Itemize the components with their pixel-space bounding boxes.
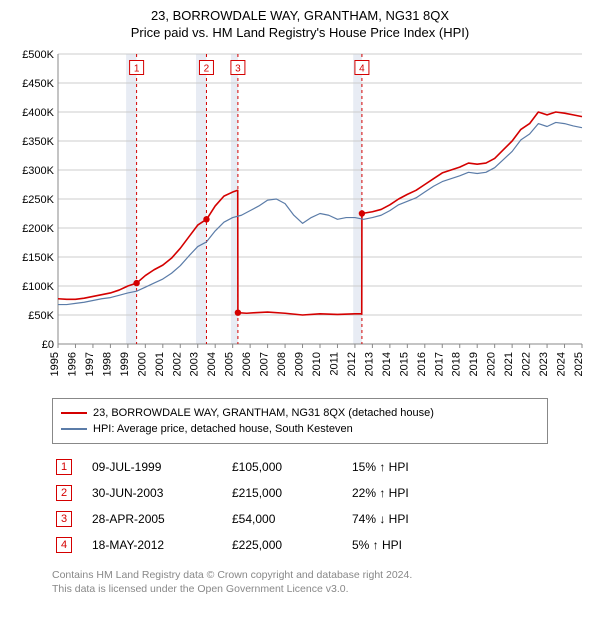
svg-text:£150K: £150K bbox=[22, 252, 54, 264]
transactions-table: 1 09-JUL-1999£105,00015% ↑ HPI 2 30-JUN-200… bbox=[52, 454, 548, 558]
table-row: 4 18-MAY-2012£225,0005% ↑ HPI bbox=[52, 532, 548, 558]
legend-swatch bbox=[61, 412, 87, 414]
svg-text:4: 4 bbox=[359, 64, 365, 75]
svg-text:2021: 2021 bbox=[503, 352, 515, 376]
legend-row: HPI: Average price, detached house, Sout… bbox=[61, 421, 539, 437]
svg-text:£500K: £500K bbox=[22, 49, 54, 61]
legend-label: HPI: Average price, detached house, Sout… bbox=[93, 423, 353, 435]
transaction-price: £54,000 bbox=[228, 506, 348, 532]
legend-swatch bbox=[61, 428, 87, 430]
svg-text:2011: 2011 bbox=[328, 352, 340, 376]
svg-text:2014: 2014 bbox=[381, 352, 393, 376]
chart-title: 23, BORROWDALE WAY, GRANTHAM, NG31 8QX bbox=[12, 8, 588, 23]
transaction-marker: 4 bbox=[56, 537, 72, 553]
legend-label: 23, BORROWDALE WAY, GRANTHAM, NG31 8QX (… bbox=[93, 407, 434, 419]
svg-text:2013: 2013 bbox=[363, 352, 375, 376]
table-row: 1 09-JUL-1999£105,00015% ↑ HPI bbox=[52, 454, 548, 480]
svg-text:2003: 2003 bbox=[189, 352, 201, 376]
transaction-marker: 1 bbox=[56, 459, 72, 475]
svg-text:1995: 1995 bbox=[49, 352, 61, 376]
svg-text:2010: 2010 bbox=[311, 352, 323, 376]
svg-text:2005: 2005 bbox=[224, 352, 236, 376]
svg-text:£50K: £50K bbox=[28, 310, 54, 322]
legend-box: 23, BORROWDALE WAY, GRANTHAM, NG31 8QX (… bbox=[52, 398, 548, 444]
svg-text:2022: 2022 bbox=[521, 352, 533, 376]
svg-text:1998: 1998 bbox=[101, 352, 113, 376]
svg-text:2: 2 bbox=[204, 64, 210, 75]
transaction-price: £225,000 bbox=[228, 532, 348, 558]
transaction-delta: 74% ↓ HPI bbox=[348, 506, 548, 532]
chart-plot-area: £0 £50K £100K £150K £200K £250K £300K £350K £400… bbox=[12, 48, 588, 388]
svg-text:2001: 2001 bbox=[154, 352, 166, 376]
transaction-delta: 15% ↑ HPI bbox=[348, 454, 548, 480]
svg-text:2002: 2002 bbox=[171, 352, 183, 376]
attribution-line: Contains HM Land Registry data © Crown c… bbox=[52, 568, 548, 582]
svg-text:2007: 2007 bbox=[259, 352, 271, 376]
legend-row: 23, BORROWDALE WAY, GRANTHAM, NG31 8QX (… bbox=[61, 405, 539, 421]
svg-text:3: 3 bbox=[235, 64, 241, 75]
transaction-marker: 2 bbox=[56, 485, 72, 501]
transaction-marker: 3 bbox=[56, 511, 72, 527]
svg-text:£450K: £450K bbox=[22, 78, 54, 90]
svg-text:1996: 1996 bbox=[66, 352, 78, 376]
attribution-line: This data is licensed under the Open Gov… bbox=[52, 582, 548, 596]
svg-text:£0: £0 bbox=[42, 339, 54, 351]
svg-text:2012: 2012 bbox=[346, 352, 358, 376]
table-row: 2 30-JUN-2003£215,00022% ↑ HPI bbox=[52, 480, 548, 506]
svg-text:2025: 2025 bbox=[573, 352, 585, 376]
transaction-delta: 5% ↑ HPI bbox=[348, 532, 548, 558]
svg-text:2004: 2004 bbox=[206, 352, 218, 376]
svg-text:2009: 2009 bbox=[294, 352, 306, 376]
attribution-text: Contains HM Land Registry data © Crown c… bbox=[52, 568, 548, 596]
svg-text:2023: 2023 bbox=[538, 352, 550, 376]
svg-text:£200K: £200K bbox=[22, 223, 54, 235]
svg-text:2008: 2008 bbox=[276, 352, 288, 376]
chart-subtitle: Price paid vs. HM Land Registry's House … bbox=[12, 25, 588, 40]
svg-text:£300K: £300K bbox=[22, 165, 54, 177]
transaction-date: 09-JUL-1999 bbox=[88, 454, 228, 480]
transaction-date: 30-JUN-2003 bbox=[88, 480, 228, 506]
svg-text:2006: 2006 bbox=[241, 352, 253, 376]
svg-text:£400K: £400K bbox=[22, 107, 54, 119]
transaction-price: £105,000 bbox=[228, 454, 348, 480]
svg-text:2019: 2019 bbox=[468, 352, 480, 376]
transaction-price: £215,000 bbox=[228, 480, 348, 506]
svg-text:1997: 1997 bbox=[84, 352, 96, 376]
svg-text:1999: 1999 bbox=[119, 352, 131, 376]
svg-text:2024: 2024 bbox=[556, 352, 568, 376]
svg-text:1: 1 bbox=[134, 64, 140, 75]
transaction-date: 28-APR-2005 bbox=[88, 506, 228, 532]
line-chart-svg: £0 £50K £100K £150K £200K £250K £300K £350K £400… bbox=[12, 48, 588, 388]
svg-text:2016: 2016 bbox=[416, 352, 428, 376]
svg-text:£350K: £350K bbox=[22, 136, 54, 148]
svg-text:2020: 2020 bbox=[486, 352, 498, 376]
svg-text:£100K: £100K bbox=[22, 281, 54, 293]
transaction-date: 18-MAY-2012 bbox=[88, 532, 228, 558]
chart-container: 23, BORROWDALE WAY, GRANTHAM, NG31 8QX P… bbox=[0, 0, 600, 606]
svg-text:2015: 2015 bbox=[398, 352, 410, 376]
svg-text:2017: 2017 bbox=[433, 352, 445, 376]
svg-text:2000: 2000 bbox=[136, 352, 148, 376]
svg-text:2018: 2018 bbox=[451, 352, 463, 376]
svg-text:£250K: £250K bbox=[22, 194, 54, 206]
table-row: 3 28-APR-2005£54,00074% ↓ HPI bbox=[52, 506, 548, 532]
transaction-delta: 22% ↑ HPI bbox=[348, 480, 548, 506]
